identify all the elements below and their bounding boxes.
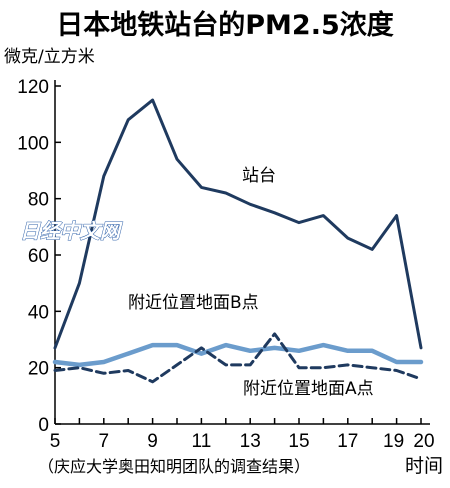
x-tick-label: 11	[192, 431, 212, 452]
x-tick-label: 13	[240, 431, 261, 452]
y-tick-label: 100	[17, 133, 49, 154]
y-tick-label: 60	[28, 246, 49, 267]
series-label-platform: 站台	[242, 166, 276, 186]
x-tick-label: 20	[413, 431, 434, 452]
x-tick-label: 15	[288, 431, 309, 452]
y-tick-label: 0	[38, 415, 49, 436]
series-group	[52, 98, 424, 384]
x-axis-label: 时间	[405, 455, 443, 477]
y-axis-unit-label: 微克/立方米	[4, 47, 95, 67]
x-tick-label: 19	[383, 431, 404, 452]
x-tick-label: 9	[147, 431, 158, 452]
source-note: （庆应大学奥田知明团队的调查结果）	[38, 457, 310, 476]
y-tick-label: 20	[28, 359, 49, 380]
x-tick-label: 5	[50, 431, 61, 452]
x-tick-label: 7	[99, 431, 110, 452]
series-label-ground-b: 附近位置地面B点	[128, 293, 259, 313]
axes-group: 0 20 40 60 80 100 120 5 7 9 11 13 15 17 19 20	[17, 77, 434, 452]
y-tick-label: 80	[28, 190, 49, 211]
series-line-0	[53, 98, 423, 350]
x-tick-label: 17	[337, 431, 358, 452]
y-tick-label: 40	[28, 302, 49, 323]
y-tick-label: 120	[17, 77, 49, 98]
series-line-1	[52, 342, 424, 368]
chart-title: 日本地铁站台的PM2.5浓度	[56, 9, 394, 41]
watermark-logo: 日经中文网	[20, 219, 123, 243]
series-label-ground-a: 附近位置地面A点	[243, 379, 374, 399]
series-line-2	[53, 332, 423, 384]
